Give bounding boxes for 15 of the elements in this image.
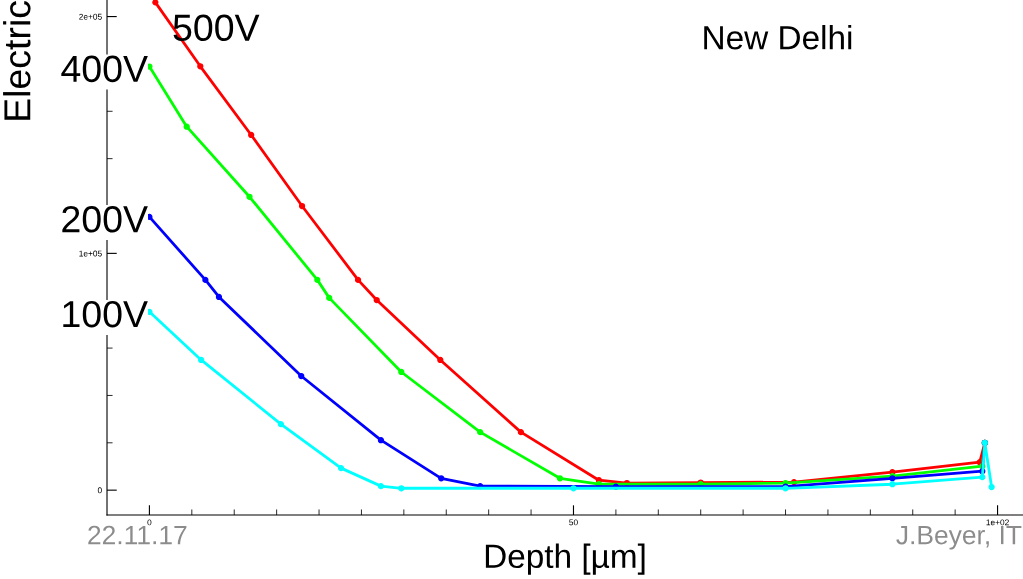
y-tick-label: 0: [97, 487, 102, 494]
x-axis-title: Depth [µm]: [485, 543, 645, 575]
annotation: New Delhi: [704, 24, 852, 50]
series-label: 200V: [62, 205, 148, 233]
y-axis-title: Electric: [3, 0, 31, 120]
series-label: 100V: [63, 300, 148, 328]
text: J.Beyer, IT: [896, 525, 1022, 550]
y-tick-label: 1e+05: [79, 250, 102, 257]
series-label: 400V: [61, 55, 148, 83]
y-tick-label: 2e+05: [79, 13, 102, 20]
x-tick-label: 0: [147, 519, 152, 526]
x-tick-label: 50: [569, 519, 578, 526]
text: 22.11.17: [88, 525, 187, 545]
x-tick-label: 1e+02: [986, 519, 1009, 526]
series-label: 500V: [173, 14, 260, 42]
